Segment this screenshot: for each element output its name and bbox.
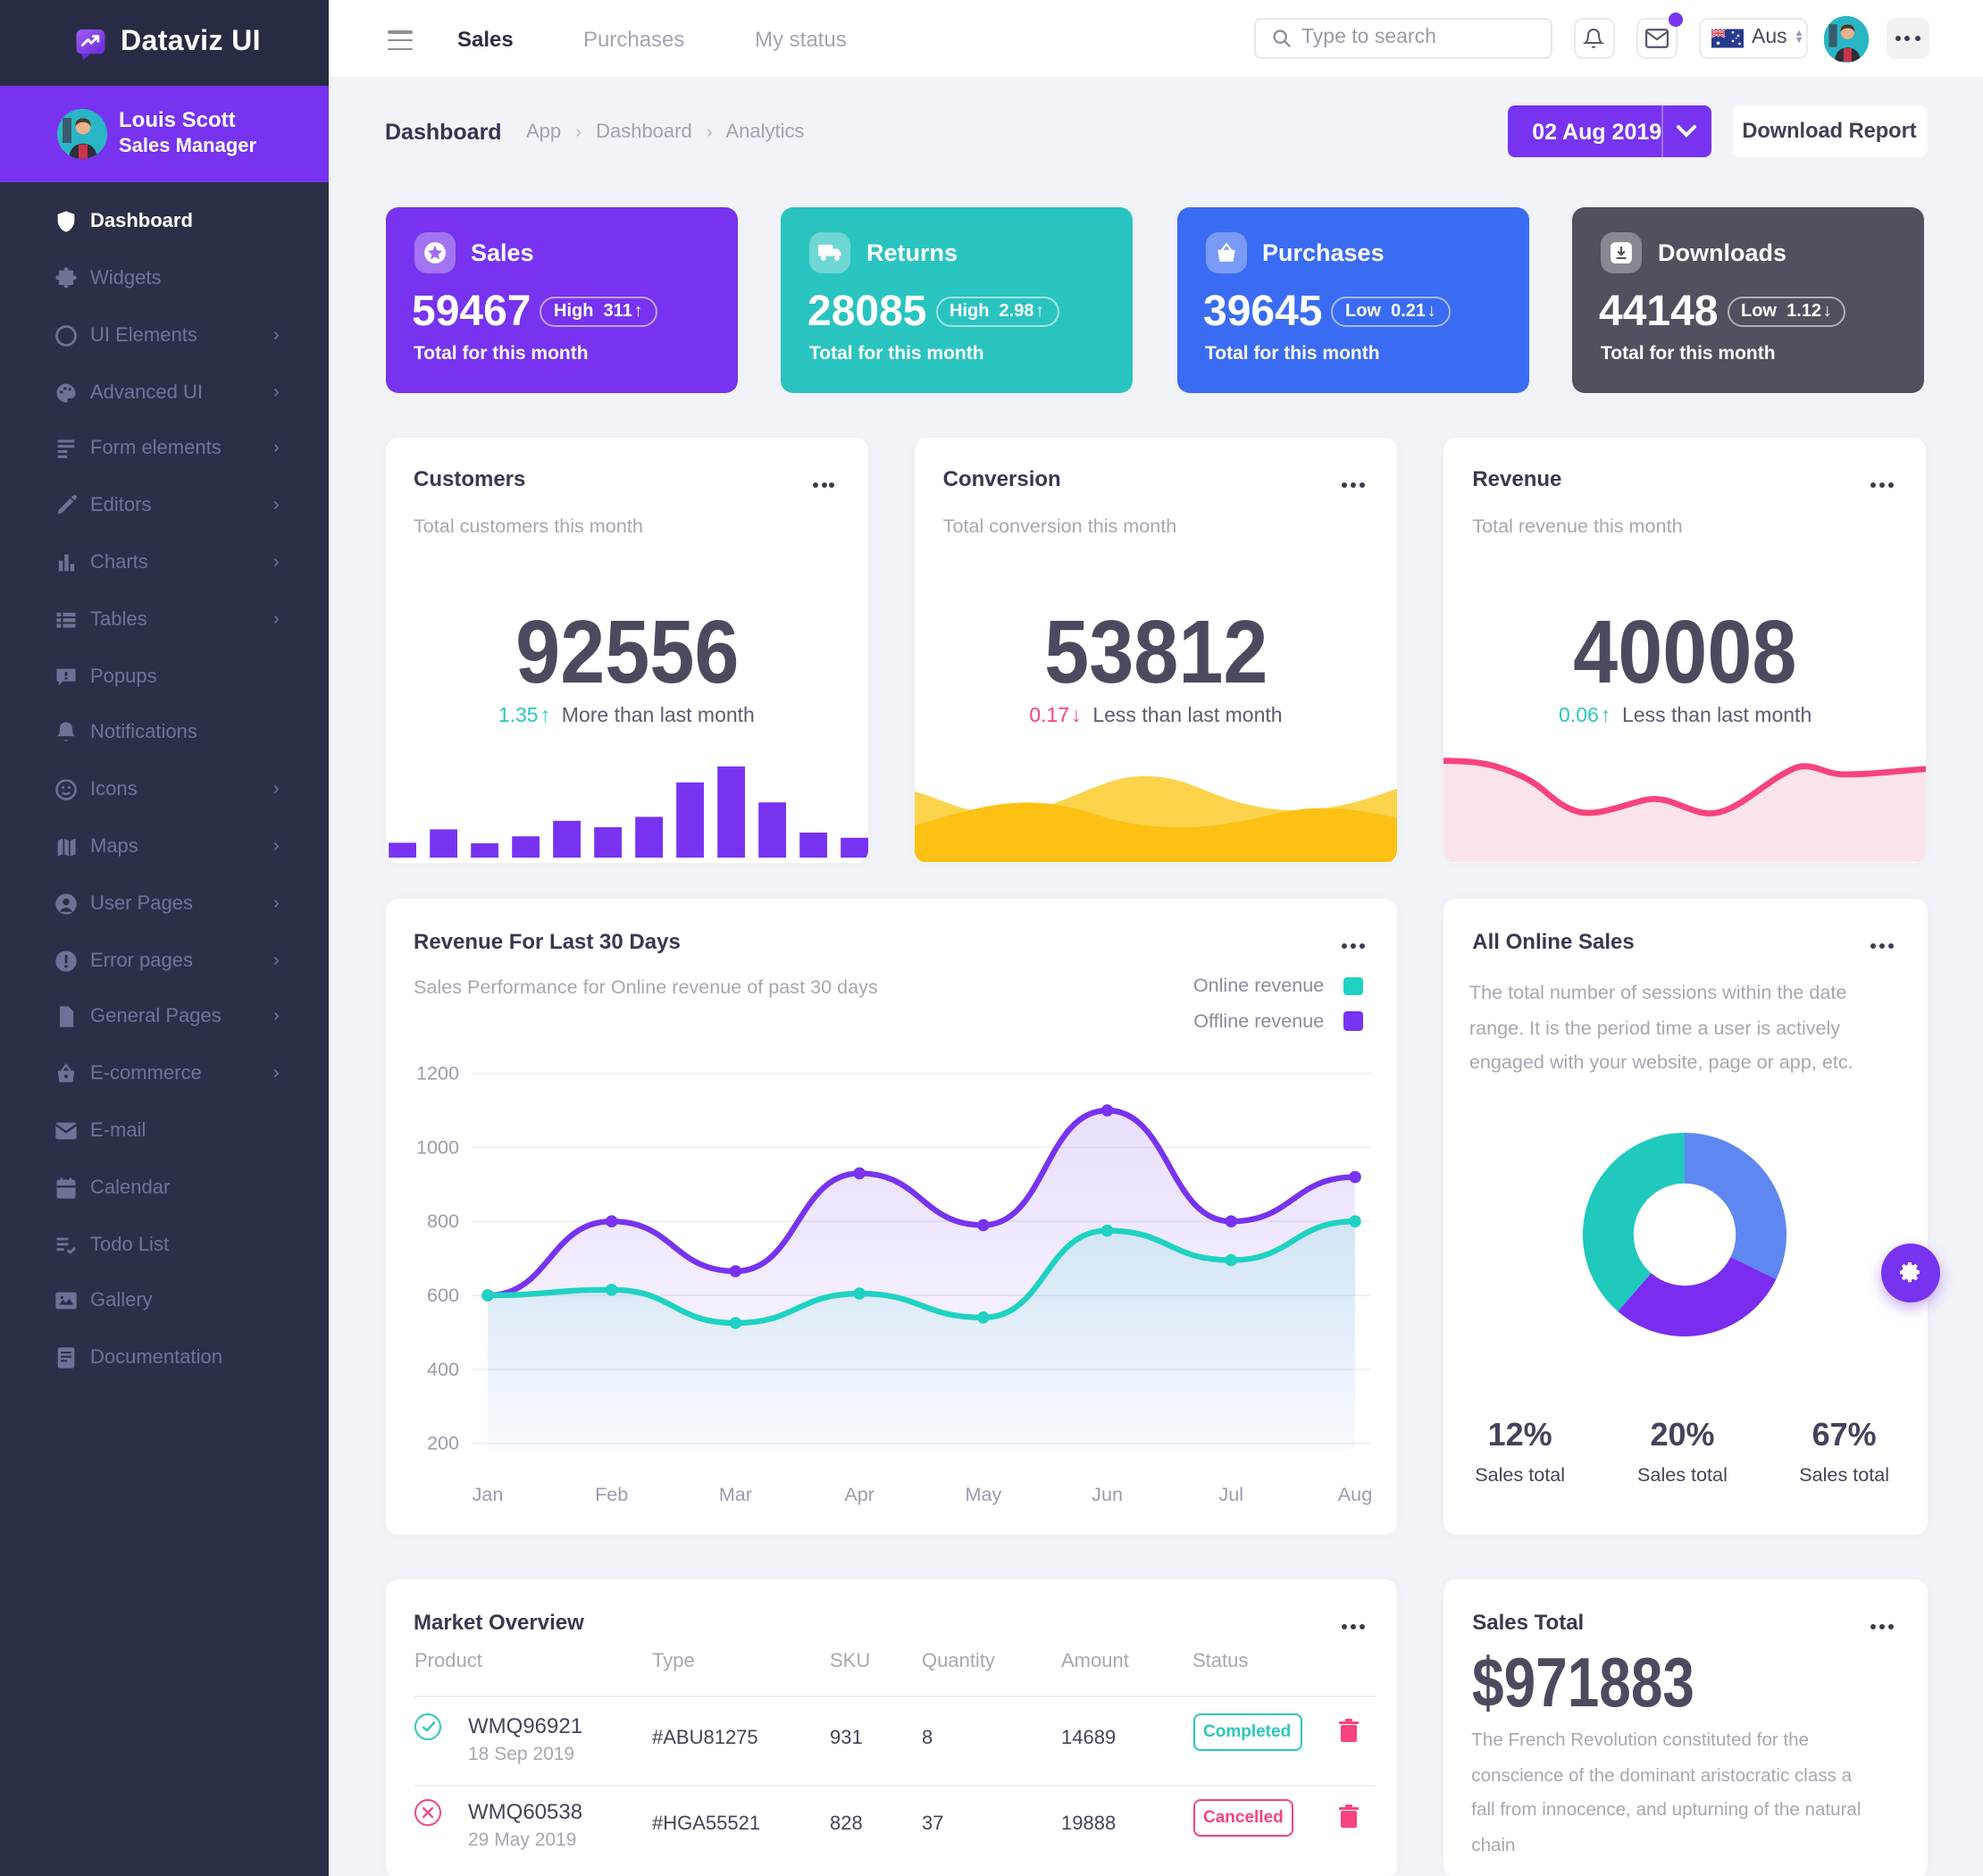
svg-text:200: 200 — [426, 1432, 458, 1454]
svg-text:400: 400 — [426, 1358, 458, 1380]
svg-text:1000: 1000 — [415, 1135, 458, 1158]
svg-text:May: May — [964, 1483, 1000, 1505]
svg-text:Jan: Jan — [472, 1483, 503, 1505]
svg-text:Feb: Feb — [594, 1483, 627, 1505]
svg-text:Apr: Apr — [843, 1483, 874, 1505]
svg-text:Aug: Aug — [1337, 1483, 1371, 1505]
svg-text:600: 600 — [426, 1284, 458, 1306]
svg-text:Jul: Jul — [1217, 1483, 1243, 1505]
svg-text:1200: 1200 — [415, 1062, 458, 1085]
svg-text:Mar: Mar — [718, 1483, 751, 1505]
svg-text:800: 800 — [426, 1210, 458, 1232]
svg-text:Jun: Jun — [1091, 1483, 1122, 1505]
